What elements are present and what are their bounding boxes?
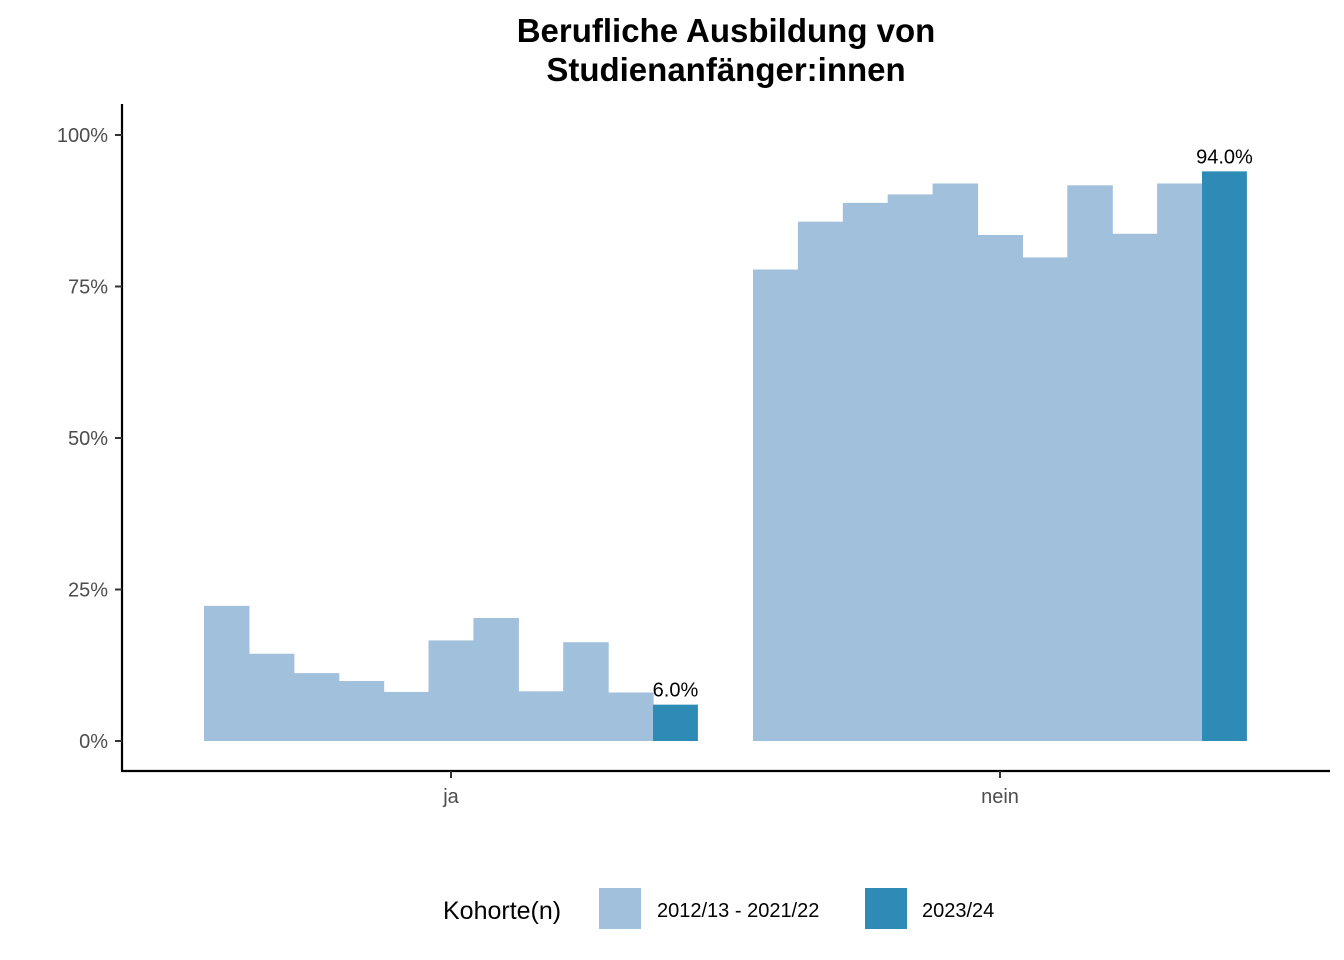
bar-nein-history-5 (977, 234, 1023, 742)
y-tick-label-3: 75% (68, 277, 108, 299)
legend: Kohorte(n) 2012/13 - 2021/22 2023/24 (443, 888, 994, 929)
bar-ja-history-5 (428, 640, 474, 741)
bar-ja-history-8 (563, 642, 609, 741)
bar-ja-history-2 (293, 673, 340, 741)
legend-swatch-current (865, 888, 907, 929)
data-label-nein: 94.0% (1196, 146, 1253, 168)
bar-ja-history-1 (248, 653, 295, 741)
x-tick-label-ja: ja (442, 786, 459, 808)
bar-nein-history-6 (1022, 257, 1068, 741)
legend-title: Kohorte(n) (443, 897, 561, 925)
bar-ja-history-4 (383, 691, 430, 741)
x-tick-label-nein: nein (981, 786, 1019, 808)
legend-swatch-history (599, 888, 641, 929)
bar-ja-history-3 (338, 681, 385, 741)
bar-nein-history-1 (797, 221, 844, 741)
bar-nein-history-0 (753, 269, 799, 741)
chart-title-line-2: Studienanfänger:innen (546, 51, 905, 88)
y-tick-label-1: 25% (68, 580, 108, 602)
bars-group (204, 171, 1247, 742)
y-tick-label-2: 50% (68, 428, 108, 450)
data-labels-group: 6.0% 94.0% (653, 146, 1253, 701)
bar-nein-history-9 (1157, 183, 1203, 742)
bar-ja-history-0 (204, 605, 250, 741)
x-axis-ticks: ja nein (442, 771, 1019, 808)
bar-ja-history-9 (608, 692, 654, 741)
chart-title-line-1: Berufliche Ausbildung von (517, 12, 936, 49)
bar-nein-current (1202, 171, 1247, 742)
bar-ja-history-6 (473, 617, 519, 741)
bar-nein-history-3 (887, 194, 934, 741)
bar-nein-history-4 (932, 183, 979, 742)
bar-nein-history-8 (1112, 233, 1158, 741)
y-axis-ticks: 0% 25% 50% 75% 100% (57, 125, 122, 753)
y-tick-label-4: 100% (57, 125, 108, 147)
y-tick-label-0: 0% (79, 731, 108, 753)
bar-nein-history-2 (842, 202, 889, 741)
legend-label-history: 2012/13 - 2021/22 (657, 900, 819, 922)
bar-ja-history-7 (518, 691, 564, 741)
bar-nein-history-7 (1067, 185, 1113, 742)
legend-label-current: 2023/24 (922, 900, 994, 922)
bar-ja-current (653, 704, 698, 741)
data-label-ja: 6.0% (653, 680, 699, 702)
